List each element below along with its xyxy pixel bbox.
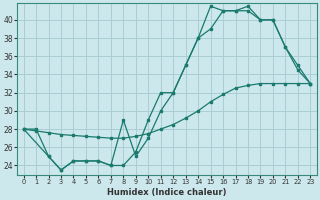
X-axis label: Humidex (Indice chaleur): Humidex (Indice chaleur): [107, 188, 227, 197]
